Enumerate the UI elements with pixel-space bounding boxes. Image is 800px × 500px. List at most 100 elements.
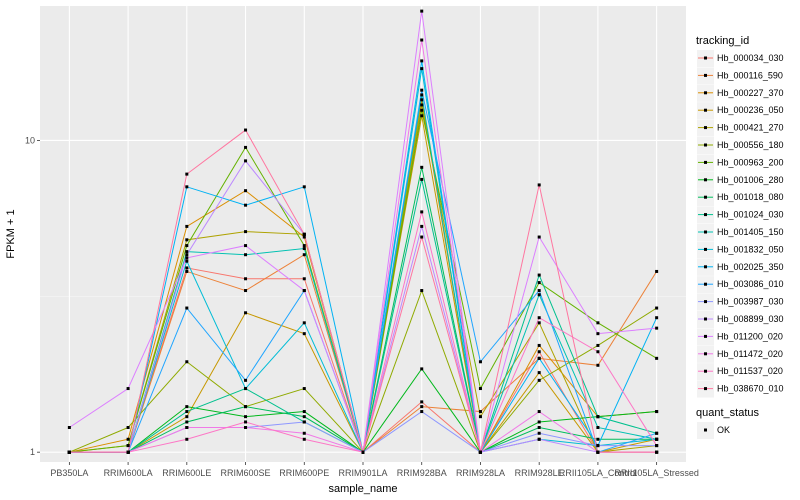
data-point (302, 247, 306, 251)
data-point (185, 244, 189, 248)
data-point (596, 450, 600, 454)
data-point (655, 269, 659, 273)
data-point (302, 185, 306, 189)
data-point (244, 128, 248, 132)
data-point (185, 238, 189, 242)
data-point (244, 230, 248, 234)
data-point (420, 88, 424, 92)
status-legend-title: quant_status (696, 407, 759, 419)
data-point (596, 321, 600, 325)
legend-key-point (704, 178, 707, 182)
data-point (478, 387, 482, 391)
legend-label: Hb_003987_030 (717, 297, 784, 307)
data-point (478, 450, 482, 454)
data-point (420, 103, 424, 107)
data-point (420, 367, 424, 371)
data-point (420, 114, 424, 118)
legend-key-point (704, 91, 707, 95)
legend-label: Hb_001006_280 (717, 175, 784, 185)
data-point (655, 437, 659, 441)
legend-key-point (704, 56, 707, 60)
data-point (420, 98, 424, 102)
data-point (244, 289, 248, 293)
legend-key-point (704, 387, 707, 391)
data-point (537, 420, 541, 424)
data-point (302, 321, 306, 325)
x-tick-label: RRIM600LE (162, 468, 211, 478)
data-point (596, 444, 600, 448)
data-point (655, 356, 659, 360)
data-point (655, 306, 659, 310)
data-point (302, 431, 306, 435)
x-tick-label: RRIM600SE (221, 468, 271, 478)
data-point (596, 363, 600, 367)
x-axis-title: sample_name (328, 483, 397, 495)
data-point (655, 450, 659, 454)
x-tick-label: RRIM600PE (279, 468, 329, 478)
legend-key-point (704, 73, 707, 77)
data-point (537, 371, 541, 375)
legend-key-point (704, 334, 707, 338)
data-point (244, 189, 248, 193)
data-point (302, 232, 306, 236)
data-point (655, 410, 659, 414)
data-point (478, 415, 482, 419)
data-point (420, 93, 424, 97)
data-point (126, 450, 130, 454)
data-point (126, 387, 130, 391)
legend-key-point (704, 108, 707, 112)
status-legend-items: OK (697, 422, 730, 439)
data-point (244, 203, 248, 207)
data-point (126, 437, 130, 441)
data-point (126, 444, 130, 448)
data-point (655, 326, 659, 330)
data-point (537, 289, 541, 293)
data-point (244, 145, 248, 149)
legend-label: Hb_011472_020 (717, 349, 783, 359)
data-point (244, 420, 248, 424)
legend-label: Hb_003086_010 (717, 279, 784, 289)
legend-label: Hb_000963_200 (717, 157, 784, 167)
data-point (420, 59, 424, 63)
data-point (185, 256, 189, 260)
data-point (596, 425, 600, 429)
data-point (537, 437, 541, 441)
data-point (537, 350, 541, 354)
data-point (302, 277, 306, 281)
data-point (596, 437, 600, 441)
legend-key-point (704, 195, 707, 199)
data-point (420, 405, 424, 409)
data-point (302, 387, 306, 391)
legend-label: Hb_000116_590 (717, 70, 783, 80)
data-point (537, 321, 541, 325)
legend-label: Hb_011537_020 (717, 366, 783, 376)
data-point (185, 360, 189, 364)
y-tick-label: 10 (25, 135, 35, 145)
data-point (420, 400, 424, 404)
data-point (537, 281, 541, 285)
legend-label: Hb_000556_180 (717, 140, 784, 150)
data-point (596, 415, 600, 419)
data-point (67, 425, 71, 429)
data-point (185, 266, 189, 270)
data-point (420, 67, 424, 71)
data-points (67, 9, 659, 454)
x-tick-label: RRIM928LA (456, 468, 505, 478)
data-point (126, 425, 130, 429)
data-point (420, 410, 424, 414)
data-point (420, 9, 424, 13)
data-point (420, 177, 424, 181)
data-point (420, 165, 424, 169)
data-point (244, 378, 248, 382)
data-point (420, 289, 424, 293)
data-point (420, 38, 424, 42)
data-point (537, 343, 541, 347)
data-point (67, 450, 71, 454)
data-point (244, 244, 248, 248)
legend-key-point (704, 160, 707, 164)
data-point (537, 425, 541, 429)
x-tick-label: RRIM928LE (515, 468, 564, 478)
data-point (185, 224, 189, 228)
data-point (302, 415, 306, 419)
